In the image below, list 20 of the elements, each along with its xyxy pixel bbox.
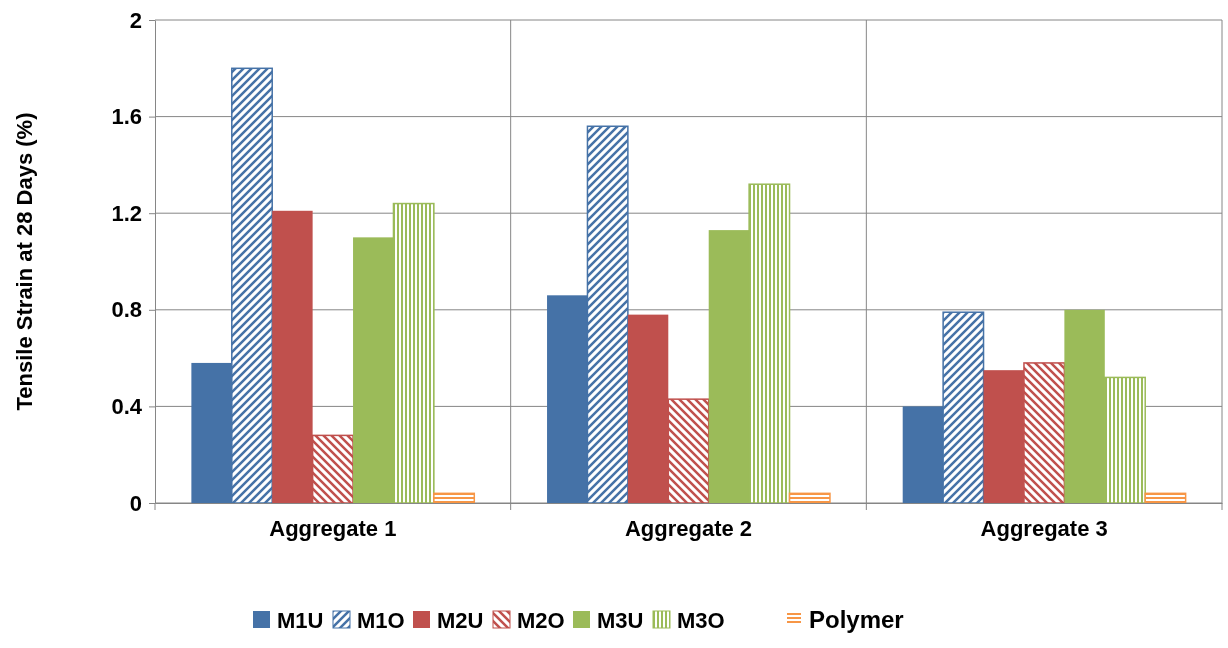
y-tick-label: 2	[129, 7, 142, 33]
legend-label: M1O	[357, 608, 405, 633]
x-tick-label: Aggregate 2	[624, 516, 753, 541]
legend-label: M2U	[437, 608, 484, 633]
legend-label: M3O	[677, 608, 725, 633]
legend-label: M2O	[517, 608, 565, 633]
legend-label: Polymer	[809, 606, 904, 633]
y-tick-label: 0.8	[111, 297, 142, 323]
bar	[433, 492, 476, 504]
legend-label: M1U	[277, 608, 324, 633]
y-tick-label: 0.4	[111, 393, 143, 419]
bar	[1144, 492, 1187, 504]
y-tick-label: 1.6	[111, 104, 142, 130]
y-tick-label: 1.2	[111, 200, 142, 226]
x-tick-label: Aggregate 1	[269, 516, 397, 541]
y-tick-label: 0	[129, 490, 142, 516]
legend-label: M3U	[597, 608, 644, 633]
bar	[788, 492, 831, 504]
y-axis-title: Tensile Strain at 28 Days (%)	[12, 112, 37, 411]
x-tick-label: Aggregate 3	[980, 516, 1108, 541]
